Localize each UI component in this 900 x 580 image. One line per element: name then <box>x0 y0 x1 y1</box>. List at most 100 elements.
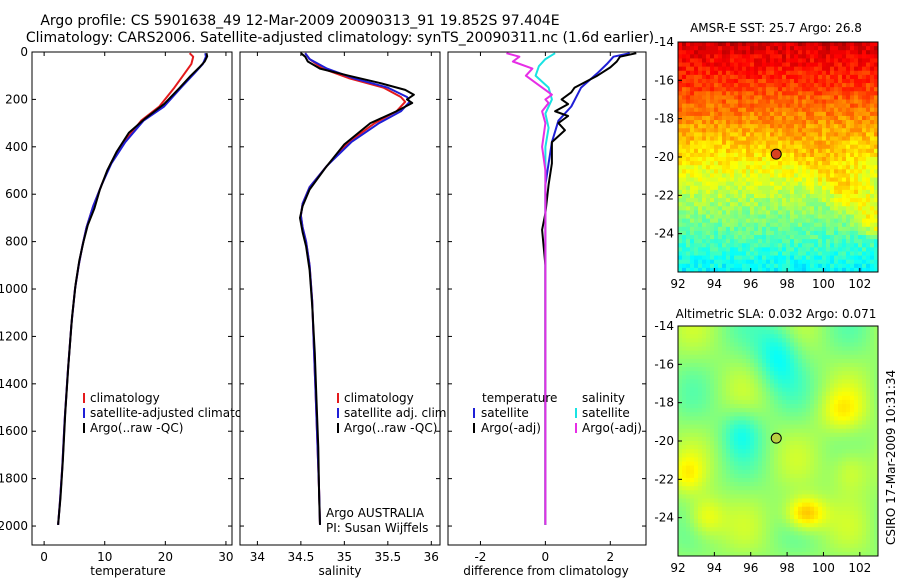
heatmap-cell <box>854 239 859 244</box>
heatmap-cell <box>834 120 839 125</box>
heatmap-cell <box>846 157 851 162</box>
heatmap-cell <box>834 420 839 425</box>
heatmap-cell <box>858 206 863 211</box>
heatmap-cell <box>786 120 791 125</box>
heatmap-cell <box>778 202 783 207</box>
heatmap-cell <box>826 120 831 125</box>
heatmap-cell <box>706 189 711 195</box>
heatmap-cell <box>782 354 787 360</box>
heatmap-cell <box>854 95 859 100</box>
heatmap-cell <box>766 383 771 389</box>
heatmap-cell <box>770 78 775 84</box>
heatmap-cell <box>814 103 819 109</box>
heatmap-cell <box>822 230 827 236</box>
heatmap-cell <box>702 95 707 100</box>
heatmap-cell <box>850 469 855 475</box>
heatmap-cell <box>818 457 823 462</box>
heatmap-cell <box>702 58 707 63</box>
heatmap-cell <box>758 428 763 434</box>
heatmap-cell <box>758 193 763 199</box>
heatmap-cell <box>782 165 787 170</box>
heatmap-cell <box>846 181 851 187</box>
heatmap-cell <box>778 391 783 397</box>
heatmap-cell <box>706 206 711 211</box>
heatmap-cell <box>830 354 835 360</box>
heatmap-cell <box>850 408 855 413</box>
heatmap-cell <box>722 214 727 220</box>
heatmap-cell <box>766 330 771 335</box>
heatmap-cell <box>846 169 851 174</box>
heatmap-cell <box>850 111 855 117</box>
heatmap-cell <box>770 362 775 368</box>
heatmap-cell <box>682 161 687 166</box>
heatmap-cell <box>726 412 731 417</box>
heatmap-cell <box>786 346 791 352</box>
heatmap-cell <box>750 424 755 430</box>
heatmap-cell <box>758 206 763 211</box>
heatmap-cell <box>714 189 719 195</box>
x-tick-label: 10 <box>97 550 112 564</box>
heatmap-cell <box>754 78 759 84</box>
heatmap-cell <box>730 441 735 446</box>
heatmap-cell <box>826 177 831 183</box>
heatmap-cell <box>746 428 751 434</box>
heatmap-cell <box>794 375 799 380</box>
heatmap-cell <box>746 218 751 224</box>
heatmap-cell <box>718 362 723 368</box>
heatmap-cell <box>750 338 755 343</box>
heatmap-cell <box>854 152 859 158</box>
heatmap-cell <box>754 432 759 438</box>
heatmap-cell <box>774 42 779 47</box>
heatmap-cell <box>842 83 847 88</box>
heatmap-cell <box>730 103 735 109</box>
heatmap-cell <box>790 247 795 252</box>
heatmap-cell <box>714 338 719 343</box>
heatmap-cell <box>718 367 723 372</box>
heatmap-cell <box>806 206 811 211</box>
heatmap-cell <box>682 473 687 479</box>
heatmap-cell <box>694 404 699 409</box>
heatmap-cell <box>762 346 767 352</box>
heatmap-cell <box>718 140 723 146</box>
heatmap-cell <box>830 367 835 372</box>
heatmap-cell <box>838 358 843 364</box>
heatmap-cell <box>782 230 787 236</box>
heatmap-cell <box>678 157 683 162</box>
heatmap-cell <box>790 358 795 364</box>
heatmap-cell <box>814 424 819 430</box>
heatmap-cell <box>818 74 823 80</box>
sla-heatmap <box>678 326 879 557</box>
heatmap-cell <box>838 239 843 244</box>
heatmap-cell <box>814 193 819 199</box>
heatmap-cell <box>770 128 775 133</box>
heatmap-cell <box>814 449 819 454</box>
heatmap-cell <box>754 152 759 158</box>
heatmap-cell <box>850 428 855 434</box>
heatmap-cell <box>854 342 859 347</box>
heatmap-cell <box>786 148 791 154</box>
heatmap-cell <box>838 70 843 76</box>
heatmap-cell <box>686 391 691 397</box>
heatmap-cell <box>830 404 835 409</box>
heatmap-cell <box>862 148 867 154</box>
heatmap-cell <box>782 358 787 364</box>
heatmap-cell <box>806 46 811 51</box>
heatmap-cell <box>782 91 787 96</box>
heatmap-cell <box>686 416 691 421</box>
heatmap-cell <box>802 391 807 397</box>
heatmap-cell <box>810 473 815 479</box>
heatmap-cell <box>742 99 747 105</box>
heatmap-cell <box>758 140 763 146</box>
heatmap-cell <box>866 124 871 129</box>
heatmap-cell <box>806 132 811 137</box>
heatmap-cell <box>798 375 803 380</box>
heatmap-cell <box>698 87 703 92</box>
heatmap-cell <box>758 486 763 491</box>
difference-x-ticks: -2 0 2 <box>474 52 614 564</box>
heatmap-cell <box>694 449 699 454</box>
heatmap-cell <box>734 416 739 421</box>
heatmap-cell <box>702 74 707 80</box>
heatmap-cell <box>706 111 711 117</box>
heatmap-cell <box>682 218 687 224</box>
heatmap-cell <box>682 230 687 236</box>
